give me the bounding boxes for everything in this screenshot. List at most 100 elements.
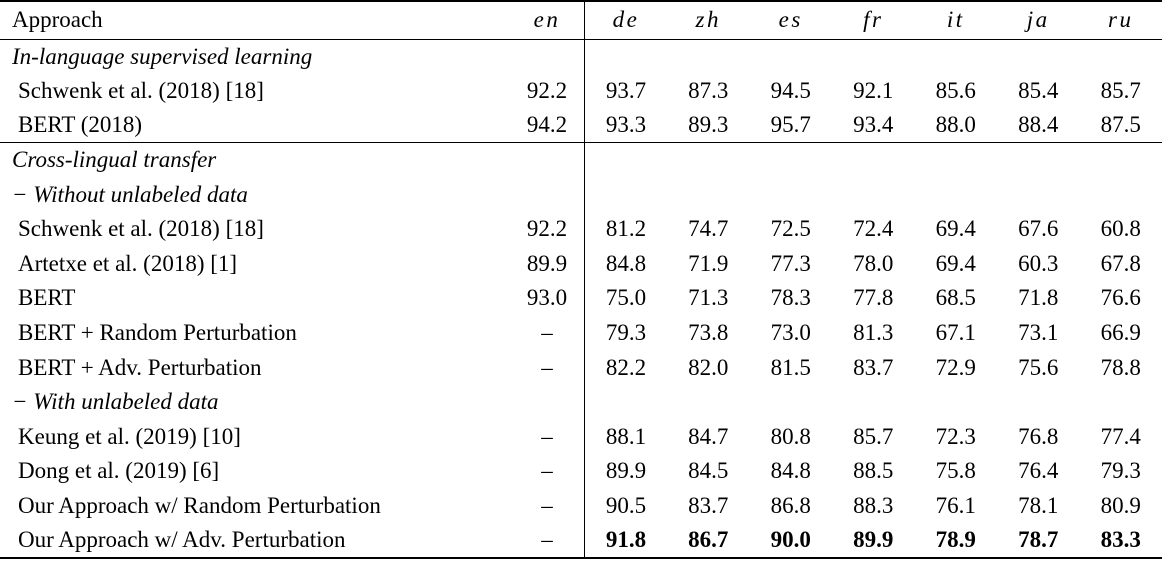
table-header: Approach en de zh es fr it ja ru: [0, 1, 1162, 39]
section-row: − With unlabeled data: [0, 384, 1162, 420]
cell-ru: 87.5: [1100, 112, 1141, 138]
cell-en: –: [510, 523, 585, 558]
cell-fr: 93.4: [853, 112, 894, 138]
cell-ja: 78.1: [1018, 493, 1059, 519]
cell-en: 93.0: [510, 281, 585, 316]
cell-es: [750, 39, 833, 74]
cell-es: 77.3: [770, 250, 811, 276]
cell-zh: 84.5: [688, 458, 729, 484]
cell-ja: 73.1: [1018, 320, 1059, 346]
approach-label: Our Approach w/ Random Perturbation: [18, 493, 381, 519]
cell-en: [510, 177, 585, 212]
cell-de: [585, 39, 668, 74]
cell-es: 94.5: [770, 77, 811, 103]
cell-de: 84.8: [605, 250, 647, 276]
cell-zh: [667, 177, 750, 212]
cell-ja: 60.3: [1018, 250, 1059, 276]
cell-es: [750, 385, 833, 420]
cell-it: 68.5: [935, 285, 976, 311]
cell-ru: 67.8: [1100, 250, 1141, 276]
cell-zh: [667, 143, 750, 178]
cell-it: 75.8: [935, 458, 976, 484]
column-header-approach: Approach: [12, 7, 103, 33]
cell-fr: 85.7: [853, 423, 894, 449]
section-row: − Without unlabeled data: [0, 177, 1162, 212]
cell-es: 86.8: [770, 493, 811, 519]
cell-es: 80.8: [770, 423, 811, 449]
section-label: In-language supervised learning: [12, 43, 313, 69]
cell-fr: 88.5: [853, 458, 894, 484]
column-header-zh: zh: [695, 7, 721, 33]
cell-es: [750, 143, 833, 178]
cell-ru: 78.8: [1100, 354, 1141, 380]
cell-ru: 83.3: [1100, 527, 1141, 553]
cell-en: [510, 142, 585, 178]
cell-fr: 78.0: [853, 250, 894, 276]
column-header-es: es: [778, 7, 803, 33]
cell-fr: 88.3: [853, 493, 894, 519]
cell-ru: 60.8: [1100, 216, 1141, 242]
cell-es: 81.5: [770, 354, 811, 380]
cell-ja: 88.4: [1018, 112, 1059, 138]
cell-fr: [832, 177, 915, 212]
table-row: BERT + Random Perturbation –79.3 73.8 73.0 8…: [0, 315, 1162, 351]
cell-it: 76.1: [935, 493, 976, 519]
cell-ja: 76.8: [1018, 423, 1059, 449]
cell-it: 67.1: [935, 320, 976, 346]
cell-es: [750, 177, 833, 212]
cell-zh: 74.7: [688, 216, 729, 242]
table-row: Our Approach w/ Adv. Perturbation –91.8 86…: [0, 523, 1162, 558]
cell-zh: 87.3: [688, 77, 729, 103]
cell-de: 82.2: [605, 354, 647, 380]
cell-en: 94.2: [510, 108, 585, 143]
cell-de: 79.3: [605, 320, 647, 346]
cell-en: –: [510, 454, 585, 489]
cell-de: 88.1: [605, 423, 647, 449]
table-row: BERT (2018) 94.2 93.3 89.3 95.7 93.4 88.0 88.4 8…: [0, 108, 1162, 143]
section-row: In-language supervised learning: [0, 39, 1162, 74]
table-row: Artetxe et al. (2018) [1] 89.9 84.8 71.9 77.…: [0, 246, 1162, 282]
approach-label: Dong et al. (2019) [6]: [18, 458, 220, 484]
cell-it: 69.4: [935, 250, 976, 276]
cell-ja: 78.7: [1018, 527, 1059, 553]
table-row: Dong et al. (2019) [6] –89.9 84.5 84.8 88.5 7…: [0, 454, 1162, 489]
cell-ja: [997, 39, 1080, 74]
table-row: Our Approach w/ Random Perturbation –90.5…: [0, 488, 1162, 524]
column-header-it: it: [946, 7, 965, 33]
column-header-ja: ja: [1026, 7, 1050, 33]
cell-zh: 82.0: [688, 354, 729, 380]
cell-ru: 79.3: [1100, 458, 1141, 484]
cell-es: 84.8: [770, 458, 811, 484]
cell-ru: [1080, 39, 1162, 74]
section-label: Cross-lingual transfer: [12, 147, 217, 173]
cell-ru: [1080, 143, 1162, 178]
cell-ja: 67.6: [1018, 216, 1059, 242]
cell-zh: 71.3: [688, 285, 729, 311]
cell-fr: [832, 39, 915, 74]
approach-label: BERT + Random Perturbation: [18, 320, 297, 346]
table-row: Keung et al. (2019) [10] –88.1 84.7 80.8 85.…: [0, 419, 1162, 455]
approach-label: Keung et al. (2019) [10]: [18, 423, 241, 449]
cell-en: [510, 39, 585, 74]
cell-ja: [997, 143, 1080, 178]
cell-it: [915, 177, 998, 212]
cell-zh: [667, 385, 750, 420]
cell-de: [585, 177, 668, 212]
cell-ja: 85.4: [1018, 77, 1059, 103]
cell-it: [915, 143, 998, 178]
approach-label: BERT (2018): [18, 112, 143, 138]
cell-de: 93.3: [605, 112, 647, 138]
approach-label: Schwenk et al. (2018) [18]: [18, 216, 264, 242]
cell-fr: [832, 385, 915, 420]
cell-zh: [667, 39, 750, 74]
approach-label: Artetxe et al. (2018) [1]: [18, 250, 238, 276]
cell-it: 72.3: [935, 423, 976, 449]
cell-de: 81.2: [605, 216, 647, 242]
cell-fr: 92.1: [853, 77, 894, 103]
cell-ja: 75.6: [1018, 354, 1059, 380]
column-header-fr: fr: [863, 7, 884, 33]
table-row: Schwenk et al. (2018) [18] 92.2 81.2 74.7 72…: [0, 211, 1162, 247]
table-row: Schwenk et al. (2018) [18] 92.2 93.7 87.3 94…: [0, 73, 1162, 109]
cell-es: 73.0: [770, 320, 811, 346]
column-header-ru: ru: [1108, 7, 1134, 33]
